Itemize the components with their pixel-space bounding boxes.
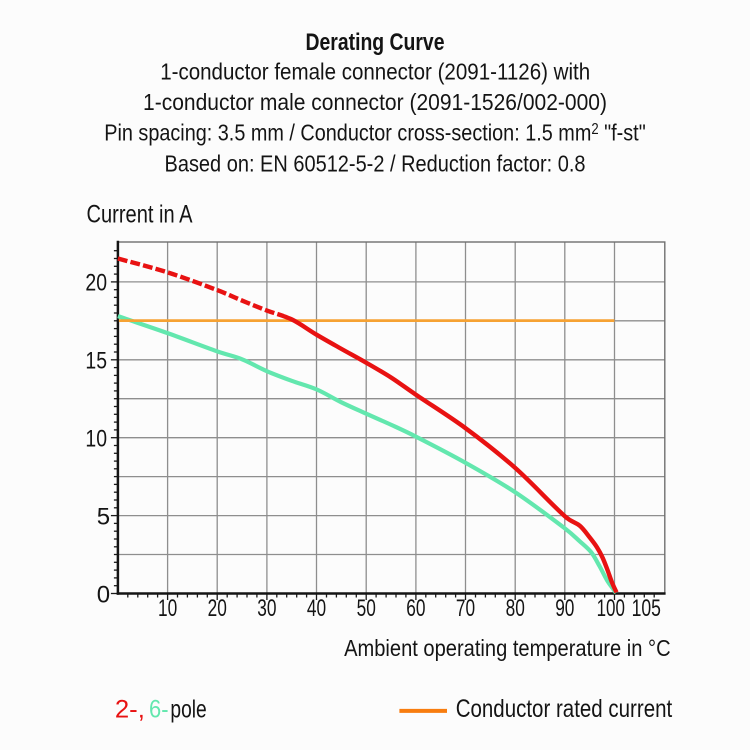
svg-text:Based on: EN 60512-5-2 / Reduc: Based on: EN 60512-5-2 / Reduction facto… (165, 151, 586, 177)
svg-text:90: 90 (555, 595, 574, 622)
svg-text:1-conductor male connector (20: 1-conductor male connector (2091-1526/00… (143, 89, 607, 115)
svg-text:Conductor rated current: Conductor rated current (456, 695, 673, 723)
svg-text:20: 20 (208, 595, 227, 622)
svg-text:70: 70 (456, 595, 475, 622)
svg-text:Derating Curve: Derating Curve (306, 29, 445, 56)
svg-text:Ambient operating temperature: Ambient operating temperature in °C (344, 635, 671, 661)
svg-text:1-conductor female connector (: 1-conductor female connector (2091-1126)… (160, 59, 590, 85)
svg-text:6-: 6- (149, 696, 169, 724)
svg-text:30: 30 (257, 595, 276, 622)
svg-text:pole: pole (170, 696, 206, 724)
svg-text:0: 0 (97, 581, 110, 608)
svg-text:10: 10 (85, 426, 107, 453)
svg-text:Pin spacing: 3.5 mm / Conducto: Pin spacing: 3.5 mm / Conductor cross-se… (104, 120, 646, 146)
svg-text:105: 105 (632, 595, 661, 622)
svg-text:60: 60 (406, 595, 425, 622)
svg-text:Current in A: Current in A (87, 201, 193, 229)
svg-text:100: 100 (597, 595, 625, 622)
svg-text:10: 10 (158, 595, 177, 622)
svg-text:5: 5 (97, 503, 110, 530)
svg-text:50: 50 (357, 595, 376, 622)
svg-text:2-,: 2-, (115, 696, 145, 724)
svg-text:20: 20 (85, 270, 107, 297)
svg-text:40: 40 (307, 595, 326, 622)
svg-text:80: 80 (506, 595, 525, 622)
svg-text:15: 15 (85, 348, 107, 375)
